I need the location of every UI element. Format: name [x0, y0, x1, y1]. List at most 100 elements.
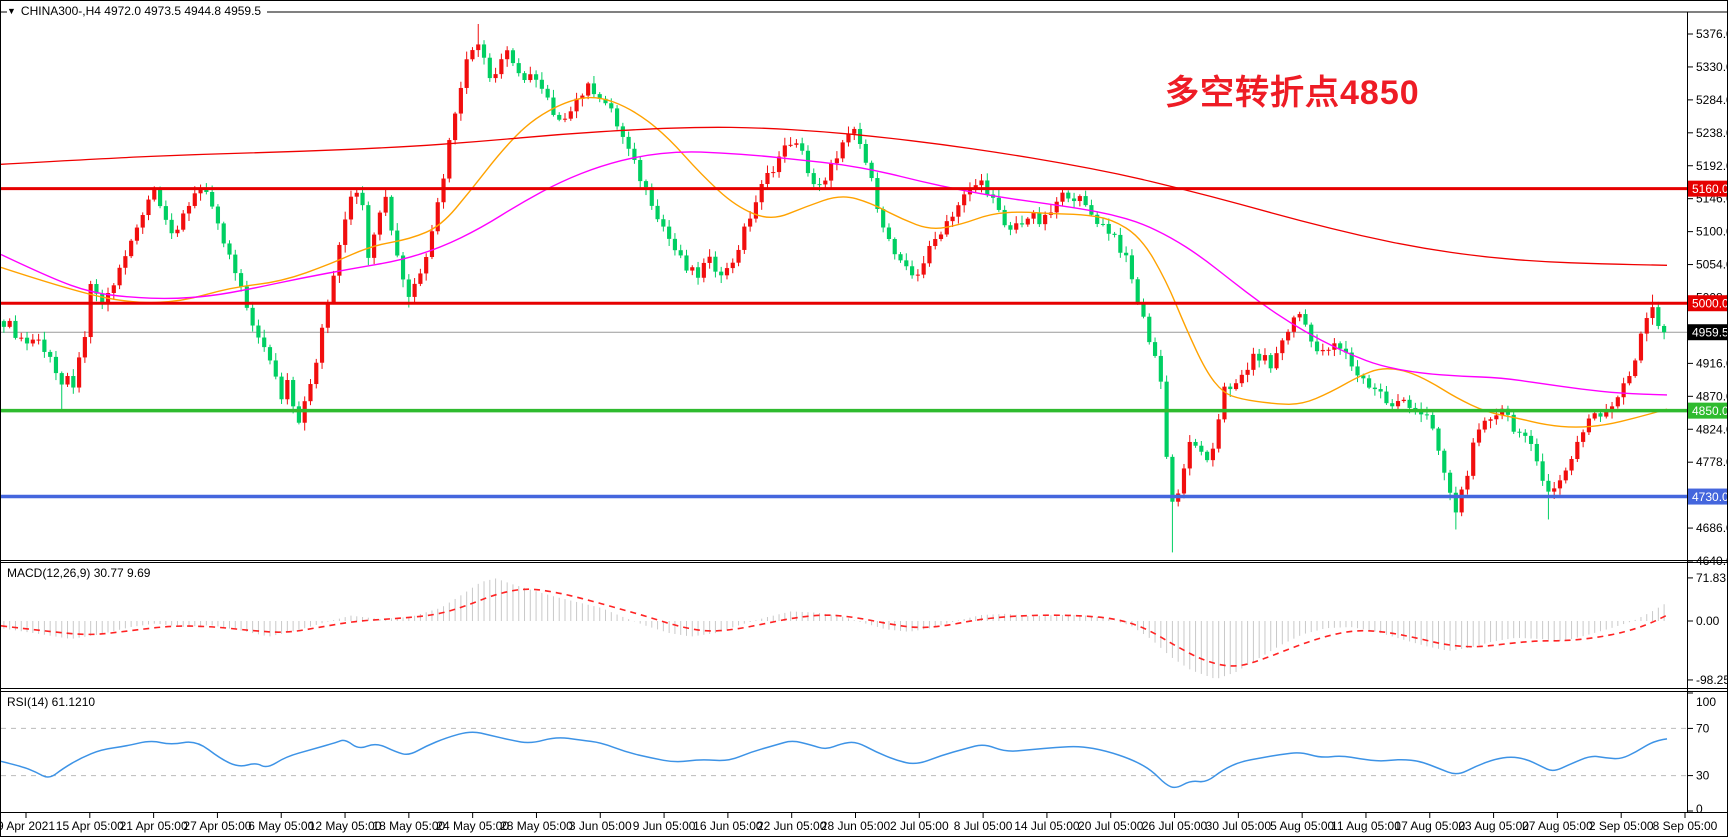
candle-body [152, 188, 157, 200]
candle-body [1638, 333, 1644, 361]
candle-body [383, 196, 388, 213]
candle-body [973, 185, 978, 188]
candle-body [921, 263, 926, 275]
time-tick-label: 2 Jul 05:00 [890, 819, 949, 833]
candle-body [1158, 355, 1163, 382]
candle-body [354, 192, 359, 197]
candle-body [1135, 279, 1140, 303]
candle-body [1019, 223, 1025, 225]
candle-body [1262, 355, 1268, 361]
candle-body [742, 226, 747, 250]
candle-body [1043, 214, 1048, 225]
candle-body [823, 180, 828, 185]
candle-body [1228, 386, 1233, 390]
candle-body [1245, 369, 1250, 375]
macd-indicator-label: MACD(12,26,9) 30.77 9.69 [7, 566, 155, 580]
candle-body [632, 148, 637, 161]
candle-body [140, 215, 145, 228]
candle-body [840, 142, 845, 159]
candle-body [522, 73, 527, 81]
time-tick-label: 8 Sep 05:00 [1653, 819, 1718, 833]
candle-body [493, 74, 498, 79]
candle-body [1349, 352, 1354, 367]
candle-body [736, 249, 741, 263]
time-tick-label: 27 Aug 05:00 [1522, 819, 1593, 833]
candle-body [1367, 378, 1372, 388]
svg-text:4850.0: 4850.0 [1692, 404, 1728, 418]
candle-body [1314, 341, 1320, 352]
candle-body [94, 284, 99, 294]
candle-body [77, 357, 82, 388]
svg-text:5160.0: 5160.0 [1692, 182, 1728, 196]
time-tick-label: 9 Jun 05:00 [633, 819, 696, 833]
macd-panel[interactable]: 71.83 0.00 -98.25 [1, 571, 1728, 687]
candle-body [1309, 324, 1314, 342]
candle-body [487, 57, 492, 79]
candle-body [1436, 428, 1441, 451]
candle-body [348, 196, 354, 220]
candle-body [406, 279, 411, 297]
time-tick-label: 26 Jul 05:00 [1142, 819, 1208, 833]
candle-body [319, 327, 325, 363]
candle-body [88, 284, 93, 338]
candle-body [713, 256, 718, 272]
candle-body [1297, 314, 1302, 318]
candle-body [661, 219, 666, 227]
candle-body [169, 219, 174, 234]
candle-body [782, 145, 787, 157]
candle-body [938, 234, 944, 240]
candle-body [1517, 431, 1522, 433]
candle-body [846, 133, 851, 143]
candle-body [1124, 252, 1129, 256]
candle-body [1147, 316, 1152, 343]
candle-body [1546, 480, 1551, 492]
time-tick-label: 2 Sep 05:00 [1589, 819, 1654, 833]
time-tick-label: 23 Aug 05:00 [1458, 819, 1529, 833]
rsi-line [1, 731, 1668, 789]
candle-body [366, 205, 371, 258]
candle-body [817, 184, 822, 186]
candle-body [505, 50, 510, 60]
candle-body [1014, 223, 1019, 230]
candle-body [441, 178, 446, 203]
candle-body [996, 197, 1001, 210]
chart-dropdown-icon[interactable]: ▼ [7, 6, 16, 16]
candle-body [377, 212, 382, 235]
time-tick-label: 24 May 05:00 [436, 819, 509, 833]
candle-body [36, 339, 41, 341]
candle-body [881, 209, 886, 228]
candle-body [1384, 391, 1389, 404]
candle-body [418, 273, 423, 284]
candle-body [1205, 451, 1210, 461]
annotation-text: 多空转折点4850 [1165, 74, 1420, 112]
candle-body [1031, 212, 1036, 219]
candle-body [1141, 302, 1146, 317]
rsi-panel[interactable]: 100 70 30 0 [1, 692, 1716, 816]
candle-body [134, 227, 140, 241]
candle-body [886, 227, 892, 239]
candle-body [1303, 314, 1308, 325]
candle-body [1447, 472, 1453, 493]
time-tick-label: 18 May 05:00 [372, 819, 445, 833]
candle-body [829, 163, 834, 181]
candle-body [707, 256, 712, 263]
fast-ma-orange [1, 96, 1668, 428]
candle-body [1552, 488, 1557, 492]
candle-body [557, 114, 562, 120]
candle-body [48, 351, 53, 357]
svg-text:4730.0: 4730.0 [1692, 490, 1728, 504]
candle-body [805, 150, 811, 174]
candle-body [424, 257, 429, 274]
price-tick-label: 5284.0 [1696, 93, 1728, 107]
time-tick-label: 12 May 05:00 [309, 819, 382, 833]
candle-body [1066, 192, 1071, 199]
candle-body [308, 384, 313, 402]
candle-body [1581, 432, 1586, 442]
price-tick-label: 4686.0 [1696, 521, 1728, 535]
last-price-tag: 4959.5 [1688, 324, 1727, 341]
candle-body [1170, 456, 1175, 502]
candle-body [1112, 233, 1117, 235]
candle-body [100, 293, 105, 304]
candle-body [1534, 443, 1539, 462]
